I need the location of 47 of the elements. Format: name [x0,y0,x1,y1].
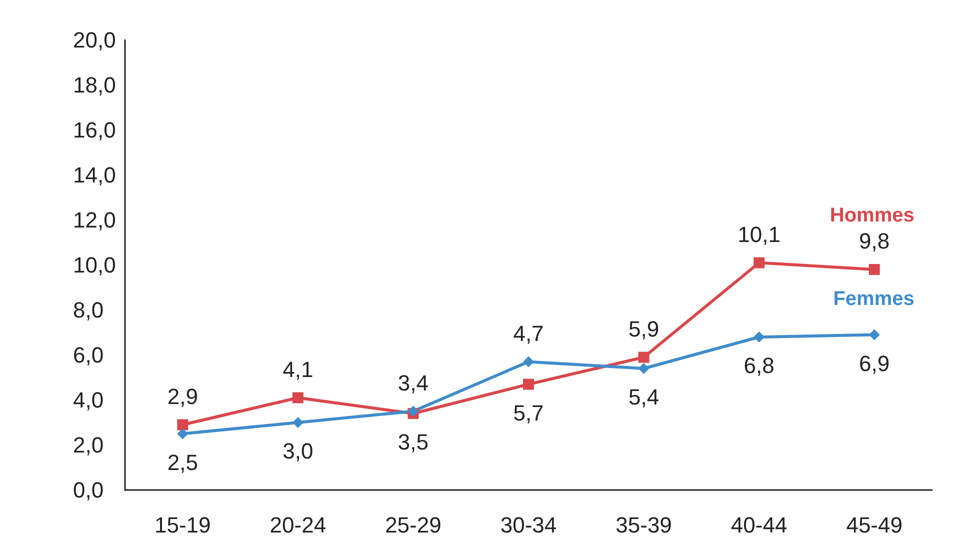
x-tick-label: 25-29 [385,512,442,538]
data-label: 2,5 [167,450,198,475]
x-tick-label: 35-39 [616,512,672,538]
data-label: 4,7 [513,320,544,346]
data-label: 5,7 [513,400,544,426]
y-tick-label: 18,0 [73,72,116,98]
point [754,257,765,268]
data-label: 6,9 [859,350,890,376]
y-tick-label: 12,0 [73,208,116,232]
data-label: 3,0 [282,438,314,464]
data-label: 9,8 [859,228,890,254]
data-label: 5,9 [628,316,660,342]
y-tick-label: 20,0 [73,28,116,52]
point [868,264,880,275]
text: Hommes [830,204,914,226]
x-tick-label: 30-34 [500,512,557,538]
point [408,406,419,417]
data-label: 10,1 [738,222,780,247]
point [177,419,188,430]
point [754,332,765,342]
point [638,363,650,374]
y-tick-label: 2,0 [73,432,104,458]
y-tick-label: 6,0 [73,342,104,368]
point [177,428,188,440]
x-tick-label: 45-49 [846,512,902,538]
point [292,417,304,428]
data-label: 6,8 [744,353,774,378]
series-label: Femmes [833,288,914,310]
data-label: 5,4 [628,384,660,410]
x-tick-label: 40-44 [730,512,788,538]
data-label: 2,9 [167,384,198,409]
point [523,356,534,368]
y-tick-label: 8,0 [73,298,104,322]
point [638,352,650,363]
x-tick-label: 20-24 [270,512,326,538]
point [523,378,534,390]
y-tick-label: 10,0 [73,252,116,278]
point [292,392,304,404]
y-tick-label: 14,0 [73,162,116,188]
data-label: 4,1 [282,356,314,382]
y-tick-label: 4,0 [73,388,104,412]
y-tick-label: 16,0 [73,118,116,142]
data-label: 3,5 [398,430,429,454]
point [868,329,880,340]
y-tick-label: 0,0 [73,478,104,502]
x-tick-label: 15-19 [154,512,211,538]
data-label: 3,4 [398,370,429,396]
